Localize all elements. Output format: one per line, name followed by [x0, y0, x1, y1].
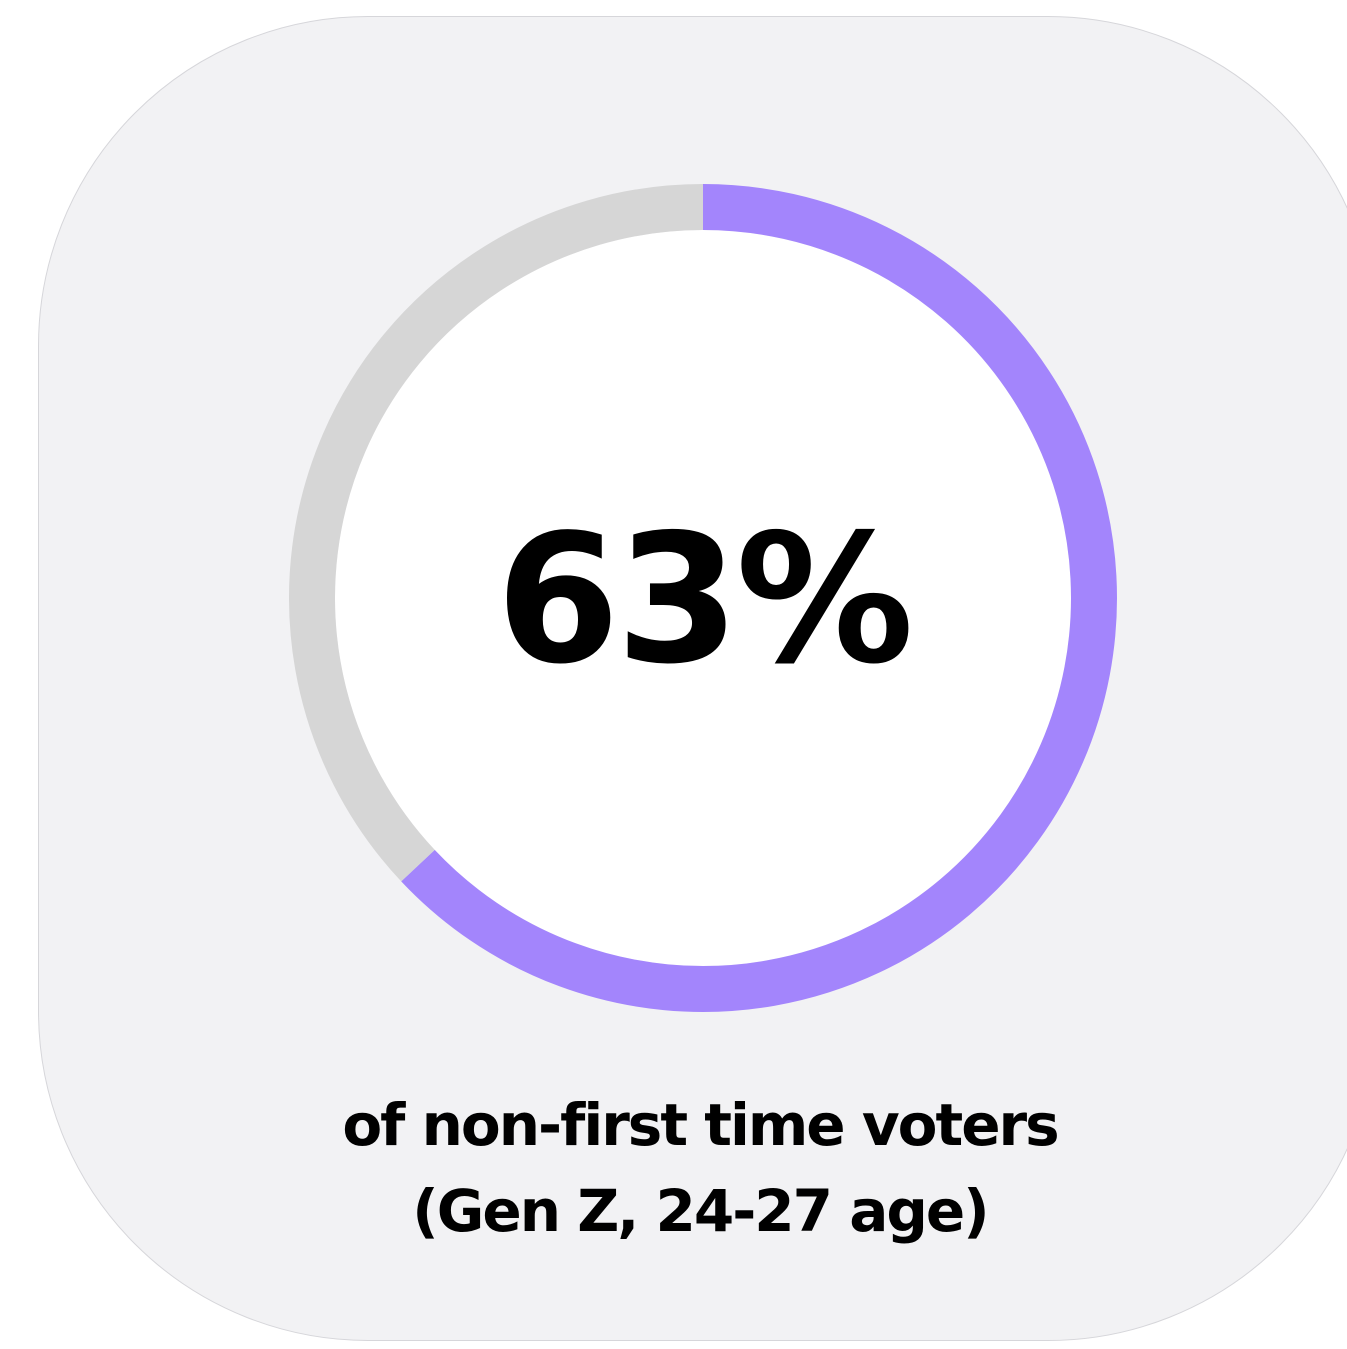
caption: of non-first time voters (Gen Z, 24-27 a…	[150, 1082, 1250, 1254]
donut-chart	[289, 184, 1117, 1012]
caption-line-2: (Gen Z, 24-27 age)	[412, 1177, 989, 1245]
donut-slice-1	[401, 184, 1117, 1012]
percentage-value: 63%	[495, 496, 914, 703]
donut-slice-2	[289, 184, 704, 882]
donut-center	[335, 230, 1071, 966]
caption-line-1: of non-first time voters	[342, 1091, 1059, 1159]
